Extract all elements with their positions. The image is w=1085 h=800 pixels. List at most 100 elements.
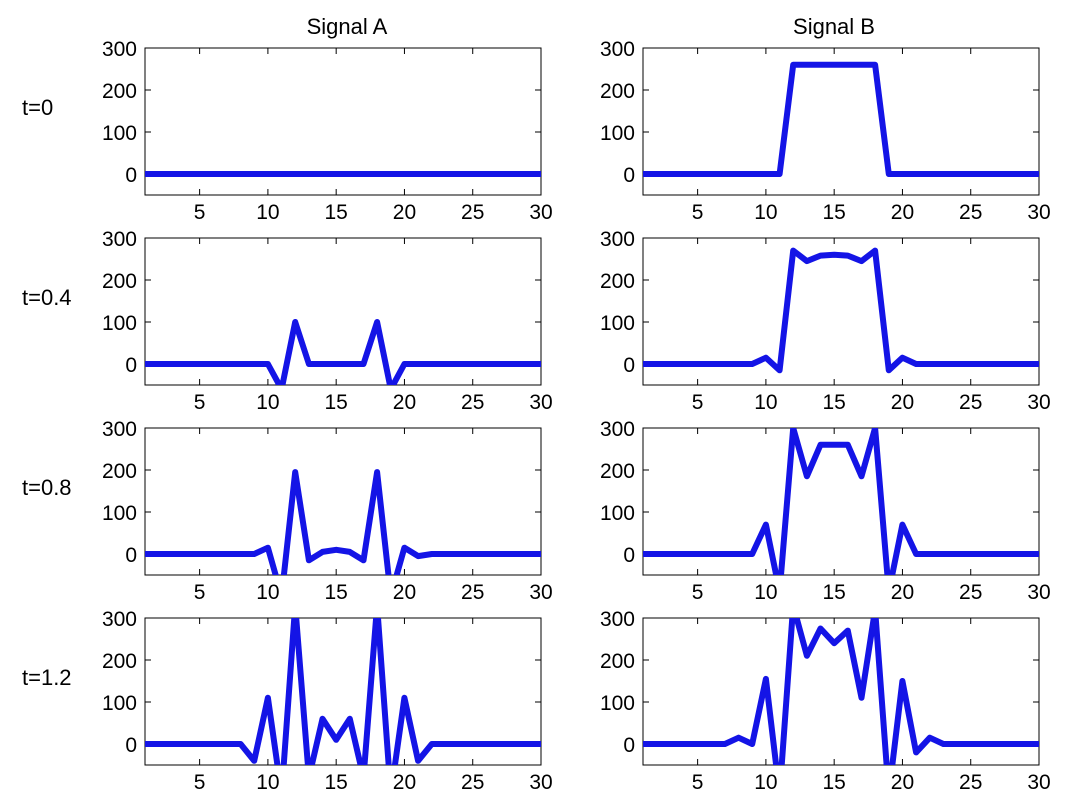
row-label-t04: t=0.4 — [22, 285, 72, 310]
panel-2-1-xtick-label: 30 — [529, 391, 552, 414]
panel-1-1-xtick-label: 30 — [529, 201, 552, 224]
panel-1-2-xtick-label: 15 — [822, 201, 845, 224]
panel-1-1-axes — [144, 47, 542, 196]
panel-3-1-ytick-label: 300 — [102, 418, 137, 441]
panel-2-2-axes — [642, 237, 1040, 386]
panel-3-1-ytick-label: 0 — [125, 544, 137, 567]
panel-3-2: 0 100 200 300 5 10 15 20 25 30 — [600, 418, 1051, 604]
panel-3-2-xtick-label: 30 — [1027, 581, 1050, 604]
panel-3-1-xtick-label: 10 — [256, 581, 279, 604]
panel-2-1-xtick-label: 25 — [461, 391, 484, 414]
row-label-t12: t=1.2 — [22, 665, 72, 690]
panel-4-2-axes — [642, 617, 1040, 766]
panel-1-1-xtick-label: 20 — [393, 201, 416, 224]
panel-3-2-ytick-label: 100 — [600, 502, 635, 525]
panel-2-1-ytick-label: 200 — [102, 270, 137, 293]
panel-3-1-series-line — [145, 469, 541, 575]
panel-3-1-xtick-label: 25 — [461, 581, 484, 604]
panel-4-1-xtick-label: 10 — [256, 771, 279, 794]
panel-3-2-ytick-label: 200 — [600, 460, 635, 483]
panel-2-2-ytick-label: 200 — [600, 270, 635, 293]
panel-4-1-xtick-label: 30 — [529, 771, 552, 794]
panel-3-2-xtick-label: 10 — [754, 581, 777, 604]
panel-1-2-xtick-label: 10 — [754, 201, 777, 224]
panel-1-1-ytick-label: 100 — [102, 122, 137, 145]
panel-1-2-xtick-label: 5 — [692, 201, 704, 224]
panel-4-2-xtick-label: 20 — [891, 771, 914, 794]
panel-2-2-xtick-label: 10 — [754, 391, 777, 414]
panel-1-1-xtick-label: 5 — [194, 201, 206, 224]
panel-2-2-xtick-label: 15 — [822, 391, 845, 414]
panel-2-2-ytick-label: 0 — [623, 354, 635, 377]
panel-3-1-xtick-label: 30 — [529, 581, 552, 604]
panel-4-1-ytick-label: 300 — [102, 608, 137, 631]
panel-4-2-ytick-label: 0 — [623, 734, 635, 757]
panel-4-2-xtick-label: 10 — [754, 771, 777, 794]
panel-4-2-xtick-label: 15 — [822, 771, 845, 794]
panel-1-2-ytick-label: 0 — [623, 164, 635, 187]
panel-4-1-ytick-label: 100 — [102, 692, 137, 715]
panel-4-1: 0 100 200 300 5 10 15 20 25 30 — [102, 608, 553, 794]
panel-4-1-ytick-label: 200 — [102, 650, 137, 673]
panel-3-1: 0 100 200 300 5 10 15 20 25 30 — [102, 418, 553, 604]
panel-2-1-xtick-label: 10 — [256, 391, 279, 414]
panel-3-2-xtick-label: 5 — [692, 581, 704, 604]
panel-3-1-xtick-label: 5 — [194, 581, 206, 604]
panel-3-2-ytick-label: 300 — [600, 418, 635, 441]
panel-2-1-axes — [144, 237, 542, 386]
column-title-signal-b: Signal B — [793, 14, 875, 39]
panel-2-2: 0 100 200 300 5 10 15 20 25 30 — [600, 228, 1051, 414]
panel-4-1-ytick-label: 0 — [125, 734, 137, 757]
panel-4-1-xtick-label: 15 — [324, 771, 347, 794]
panel-3-1-xtick-label: 20 — [393, 581, 416, 604]
row-label-t0: t=0 — [22, 95, 53, 120]
panel-1-2-ytick-label: 300 — [600, 38, 635, 61]
panel-2-1-xtick-label: 15 — [324, 391, 347, 414]
panel-1-1-xtick-label: 10 — [256, 201, 279, 224]
panel-1-1-xtick-label: 25 — [461, 201, 484, 224]
panel-2-2-xtick-label: 5 — [692, 391, 704, 414]
panel-3-2-ytick-label: 0 — [623, 544, 635, 567]
panel-2-1-ytick-label: 0 — [125, 354, 137, 377]
panel-1-1-ytick-label: 300 — [102, 38, 137, 61]
panel-2-2-ytick-label: 100 — [600, 312, 635, 335]
panel-3-1-ytick-label: 100 — [102, 502, 137, 525]
panel-1-1-ytick-label: 200 — [102, 80, 137, 103]
panel-2-1-ytick-label: 100 — [102, 312, 137, 335]
panel-3-2-xtick-label: 15 — [822, 581, 845, 604]
panel-2-2-xtick-label: 30 — [1027, 391, 1050, 414]
panel-4-1-series-line — [145, 618, 541, 765]
panel-2-1-series-line — [145, 319, 541, 385]
panel-4-2-xtick-label: 5 — [692, 771, 704, 794]
panel-2-1-xtick-label: 20 — [393, 391, 416, 414]
panel-4-2-ytick-label: 200 — [600, 650, 635, 673]
panel-1-2-xtick-label: 30 — [1027, 201, 1050, 224]
panel-2-2-xtick-label: 25 — [959, 391, 982, 414]
panel-4-2-series-line — [643, 618, 1039, 765]
panel-4-1-axes — [144, 617, 542, 766]
panel-1-2-series-line — [643, 61, 1039, 177]
panel-1-1: 0 100 200 300 5 10 15 20 25 30 — [102, 38, 553, 224]
panel-1-2-ytick-label: 200 — [600, 80, 635, 103]
panel-2-2-ytick-label: 300 — [600, 228, 635, 251]
panel-1-2-axes — [642, 47, 1040, 196]
panel-2-1-xtick-label: 5 — [194, 391, 206, 414]
panel-4-1-xtick-label: 25 — [461, 771, 484, 794]
panel-4-1-xtick-label: 5 — [194, 771, 206, 794]
panel-1-2-xtick-label: 25 — [959, 201, 982, 224]
panel-3-2-series-line — [643, 428, 1039, 575]
panel-3-2-xtick-label: 20 — [891, 581, 914, 604]
column-title-signal-a: Signal A — [307, 14, 388, 39]
panel-3-1-xtick-label: 15 — [324, 581, 347, 604]
panel-2-2-xtick-label: 20 — [891, 391, 914, 414]
panel-1-2-ytick-label: 100 — [600, 122, 635, 145]
panel-4-1-xtick-label: 20 — [393, 771, 416, 794]
panel-1-2: 0 100 200 300 5 10 15 20 25 30 — [600, 38, 1051, 224]
panel-1-1-ytick-label: 0 — [125, 164, 137, 187]
panel-1-1-xtick-label: 15 — [324, 201, 347, 224]
panel-2-1: 0 100 200 300 5 10 15 20 25 30 — [102, 228, 553, 414]
panel-4-2-xtick-label: 25 — [959, 771, 982, 794]
panel-3-2-axes — [642, 427, 1040, 576]
